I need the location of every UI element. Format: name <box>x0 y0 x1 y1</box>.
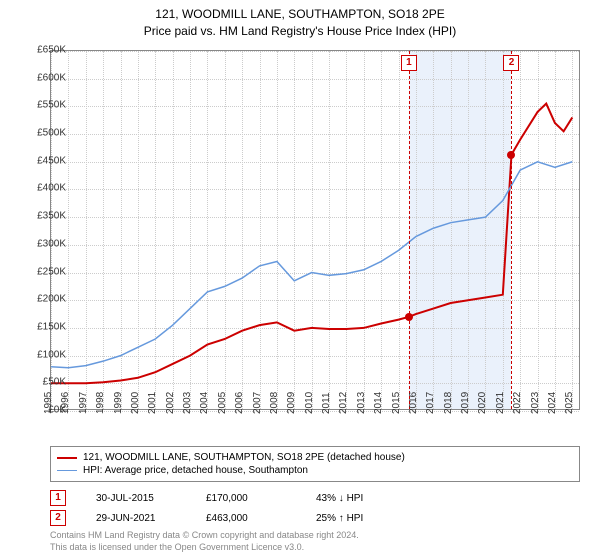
xtick-label: 2025 <box>564 392 575 414</box>
footer-line2: This data is licensed under the Open Gov… <box>50 542 580 554</box>
event-marker-box: 1 <box>401 55 417 71</box>
series-hpi <box>51 162 572 368</box>
title-line2: Price paid vs. HM Land Registry's House … <box>0 23 600 40</box>
ytick-label: £450K <box>37 155 66 166</box>
xtick-label: 1996 <box>60 392 71 414</box>
events-table: 1 30-JUL-2015 £170,000 43% ↓ HPI 2 29-JUN-202… <box>50 488 580 528</box>
event-marker-line <box>511 51 512 409</box>
ytick-label: £150K <box>37 321 66 332</box>
xtick-label: 2003 <box>182 392 193 414</box>
xtick-label: 2008 <box>269 392 280 414</box>
xtick-label: 1998 <box>95 392 106 414</box>
ytick-label: £650K <box>37 45 66 56</box>
xtick-label: 2001 <box>147 392 158 414</box>
legend-item: HPI: Average price, detached house, Sout… <box>57 464 573 477</box>
xtick-label: 2022 <box>512 392 523 414</box>
legend-item: 121, WOODMILL LANE, SOUTHAMPTON, SO18 2P… <box>57 451 573 464</box>
ytick-label: £100K <box>37 349 66 360</box>
series-price_paid <box>51 104 572 384</box>
ytick-label: £250K <box>37 266 66 277</box>
legend-swatch <box>57 470 77 471</box>
xtick-label: 1995 <box>43 392 54 414</box>
event-date: 29-JUN-2021 <box>96 513 176 524</box>
xtick-label: 2013 <box>356 392 367 414</box>
legend-swatch <box>57 457 77 459</box>
legend-label: HPI: Average price, detached house, Sout… <box>83 465 308 476</box>
xtick-label: 2011 <box>321 392 332 414</box>
ytick-label: £500K <box>37 128 66 139</box>
ytick-label: £300K <box>37 238 66 249</box>
xtick-label: 2015 <box>390 392 401 414</box>
xtick-label: 2012 <box>338 392 349 414</box>
xtick-label: 2002 <box>165 392 176 414</box>
title-line1: 121, WOODMILL LANE, SOUTHAMPTON, SO18 2P… <box>0 6 600 23</box>
xtick-label: 2019 <box>460 392 471 414</box>
event-delta: 43% ↓ HPI <box>316 493 396 504</box>
xtick-label: 2021 <box>495 392 506 414</box>
xtick-label: 2007 <box>251 392 262 414</box>
event-row: 2 29-JUN-2021 £463,000 25% ↑ HPI <box>50 508 580 528</box>
xtick-label: 2017 <box>425 392 436 414</box>
event-row: 1 30-JUL-2015 £170,000 43% ↓ HPI <box>50 488 580 508</box>
ytick-label: £400K <box>37 183 66 194</box>
xtick-label: 2016 <box>408 392 419 414</box>
event-date: 30-JUL-2015 <box>96 493 176 504</box>
xtick-label: 2000 <box>130 392 141 414</box>
xtick-label: 2010 <box>304 392 315 414</box>
event-marker-dot <box>405 313 413 321</box>
ytick-label: £50K <box>43 377 66 388</box>
event-price: £463,000 <box>206 513 286 524</box>
event-delta: 25% ↑ HPI <box>316 513 396 524</box>
xtick-label: 2014 <box>373 392 384 414</box>
ytick-label: £600K <box>37 72 66 83</box>
xtick-label: 2004 <box>199 392 210 414</box>
event-marker-box: 2 <box>503 55 519 71</box>
event-marker-dot <box>507 151 515 159</box>
footer-line1: Contains HM Land Registry data © Crown c… <box>50 530 580 542</box>
event-price: £170,000 <box>206 493 286 504</box>
xtick-label: 2024 <box>547 392 558 414</box>
xtick-label: 2009 <box>286 392 297 414</box>
xtick-label: 1999 <box>112 392 123 414</box>
legend-label: 121, WOODMILL LANE, SOUTHAMPTON, SO18 2P… <box>83 452 405 463</box>
xtick-label: 2020 <box>477 392 488 414</box>
chart-svg <box>51 51 581 411</box>
xtick-label: 2006 <box>234 392 245 414</box>
event-row-marker: 1 <box>50 490 66 506</box>
xtick-label: 1997 <box>78 392 89 414</box>
ytick-label: £550K <box>37 100 66 111</box>
footer-attribution: Contains HM Land Registry data © Crown c… <box>50 530 580 553</box>
xtick-label: 2018 <box>443 392 454 414</box>
xtick-label: 2023 <box>529 392 540 414</box>
legend: 121, WOODMILL LANE, SOUTHAMPTON, SO18 2P… <box>50 446 580 482</box>
event-row-marker: 2 <box>50 510 66 526</box>
ytick-label: £200K <box>37 294 66 305</box>
event-marker-line <box>409 51 410 409</box>
price-chart: 12 <box>50 50 580 410</box>
xtick-label: 2005 <box>217 392 228 414</box>
ytick-label: £350K <box>37 211 66 222</box>
